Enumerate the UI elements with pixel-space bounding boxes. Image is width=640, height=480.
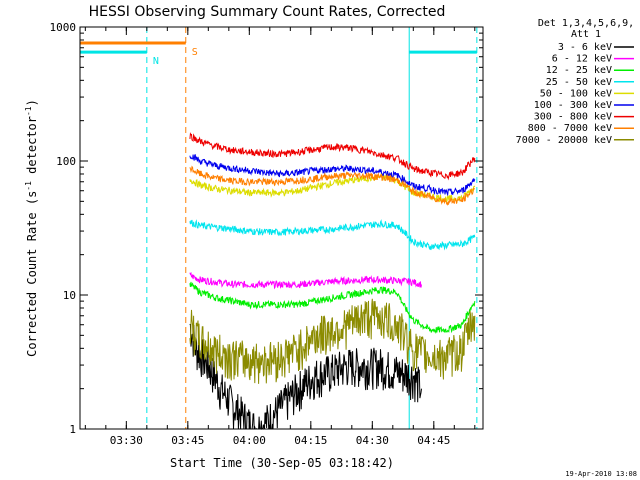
attenuator-flags: NS [79, 27, 478, 429]
plot-frame [79, 26, 484, 430]
y-tick-label: 1 [69, 423, 76, 436]
series-line-1 [189, 271, 422, 290]
series-line-5 [189, 154, 476, 197]
flag-label-2: S [192, 47, 198, 58]
y-axis-label-end: ) [25, 99, 39, 106]
legend-label: 300 - 800 keV [534, 112, 612, 123]
series-line-2 [189, 281, 476, 335]
legend-label: 3 - 6 keV [558, 42, 612, 53]
legend-label: 6 - 12 keV [552, 54, 612, 65]
legend-label: 12 - 25 keV [546, 65, 612, 76]
legend-label: 800 - 7000 keV [528, 123, 612, 134]
y-axis-label-main: Corrected Count Rate (s [25, 191, 39, 357]
x-axis-label: Start Time (30-Sep-05 03:18:42) [170, 456, 394, 470]
x-tick-label: 04:15 [294, 434, 327, 447]
x-tick-label: 03:45 [171, 434, 204, 447]
y-tick-label: 10 [63, 289, 76, 302]
x-tick-label: 04:45 [417, 434, 450, 447]
y-tick-label: 100 [56, 155, 76, 168]
y-tick-label: 1000 [50, 21, 77, 34]
x-tick-label: 03:30 [110, 434, 143, 447]
series-layer [189, 132, 476, 430]
y-axis-label-sup1: -1 [24, 181, 33, 191]
series-line-7 [189, 165, 475, 206]
y-axis-label: Corrected Count Rate (s-1 detector-1) [24, 99, 39, 357]
legend-header-2: Att 1 [571, 29, 601, 40]
chart-title: HESSI Observing Summary Count Rates, Cor… [89, 4, 446, 20]
x-tick-label: 04:30 [356, 434, 389, 447]
flag-label-0: N [153, 56, 159, 67]
timestamp: 19-Apr-2010 13:08 [565, 470, 637, 478]
series-line-0 [189, 323, 422, 430]
y-axis-label-sup2: -1 [24, 106, 33, 116]
y-axis-ticks: 1 10 100 1000 [50, 21, 483, 436]
y-axis-label-mid: detector [25, 116, 39, 181]
series-line-6 [189, 132, 476, 181]
legend-label: 50 - 100 keV [540, 88, 612, 99]
legend-label: 7000 - 20000 keV [516, 135, 612, 146]
legend-label: 100 - 300 keV [534, 100, 612, 111]
x-tick-label: 04:00 [233, 434, 266, 447]
legend-header-1: Det 1,3,4,5,6,9, [538, 18, 634, 29]
legend-label: 25 - 50 keV [546, 77, 612, 88]
x-axis-ticks: 03:30 03:45 04:00 04:15 04:30 04:45 [84, 27, 476, 447]
series-line-3 [189, 219, 476, 251]
series-line-8 [189, 298, 476, 384]
